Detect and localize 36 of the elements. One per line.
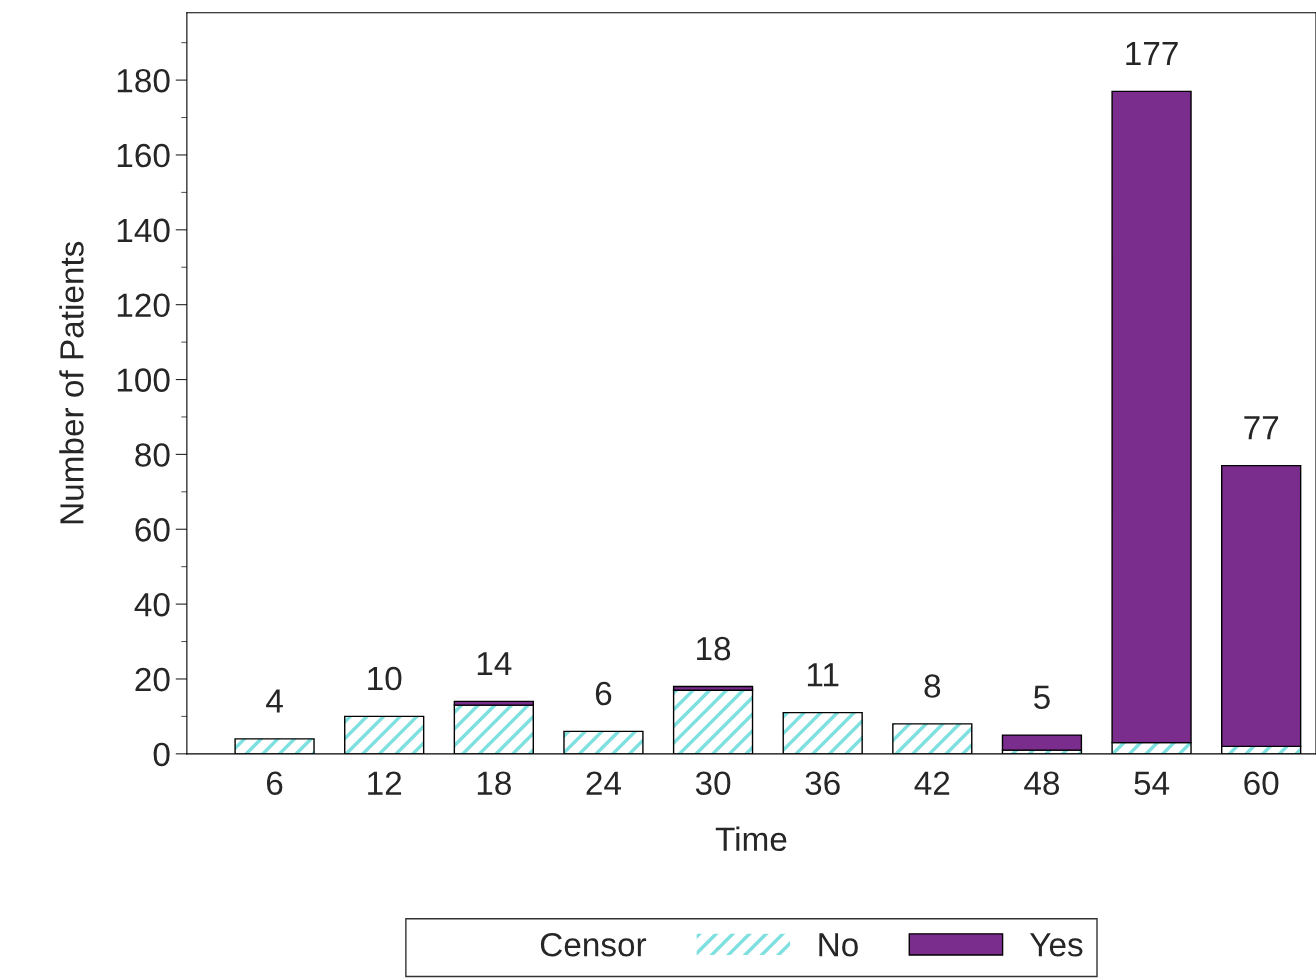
x-tick-label: 24 bbox=[586, 771, 622, 795]
legend-title: Censor bbox=[540, 932, 647, 957]
x-tick-label: 48 bbox=[1024, 771, 1060, 795]
x-tick-label: 36 bbox=[805, 771, 840, 795]
total-label: 8 bbox=[924, 674, 941, 698]
x-axis-title: Time bbox=[715, 826, 787, 852]
y-tick-label: 20 bbox=[135, 667, 170, 692]
x-tick-label: 18 bbox=[477, 771, 511, 795]
total-label: 77 bbox=[1244, 416, 1279, 440]
x-tick-label: 60 bbox=[1244, 771, 1279, 795]
x-tick-label: 6 bbox=[267, 771, 283, 795]
y-tick-label: 180 bbox=[117, 68, 170, 93]
total-label: 18 bbox=[697, 636, 731, 661]
total-label: 11 bbox=[807, 663, 839, 687]
x-tick-label: 54 bbox=[1134, 771, 1170, 795]
x-tick-label: 12 bbox=[368, 771, 402, 795]
y-tick-label: 120 bbox=[117, 293, 170, 318]
y-axis-title: Number of Patients bbox=[59, 241, 84, 524]
bar bbox=[1001, 734, 1083, 751]
total-label: 6 bbox=[595, 681, 612, 706]
y-tick-label: 40 bbox=[134, 592, 170, 617]
legend-label: No bbox=[819, 933, 858, 957]
total-label: 10 bbox=[368, 666, 402, 691]
y-tick-label: 80 bbox=[135, 443, 170, 467]
total-label: 14 bbox=[477, 652, 512, 676]
y-tick-label: 0 bbox=[153, 742, 170, 767]
total-label: 177 bbox=[1126, 42, 1178, 65]
y-tick-label: 60 bbox=[135, 518, 170, 542]
legend-label: Yes bbox=[1030, 933, 1083, 957]
x-tick-label: 30 bbox=[695, 771, 731, 795]
total-label: 4 bbox=[266, 689, 283, 713]
y-tick-label: 140 bbox=[117, 218, 170, 243]
y-tick-label: 160 bbox=[117, 143, 170, 168]
y-tick-label: 100 bbox=[117, 368, 170, 392]
x-tick-label: 42 bbox=[914, 771, 950, 795]
total-label: 5 bbox=[1034, 685, 1050, 710]
